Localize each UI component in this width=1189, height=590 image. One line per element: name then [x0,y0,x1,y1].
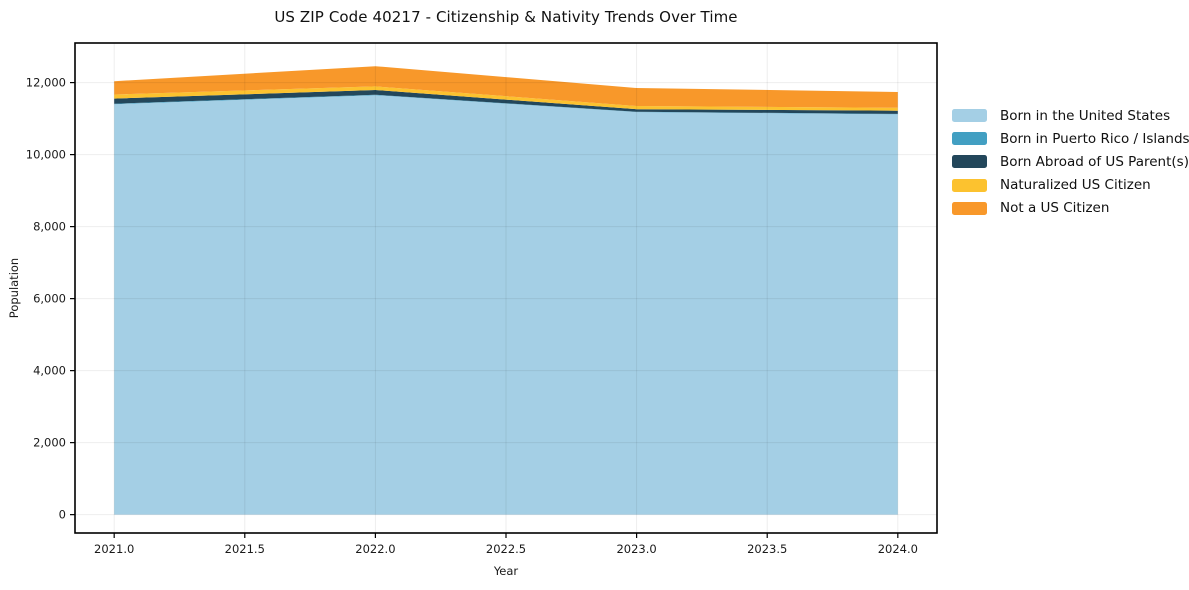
y-tick-label: 2,000 [33,436,66,450]
x-tick-label: 2024.0 [878,542,918,556]
x-tick-label: 2021.0 [94,542,134,556]
y-tick-label: 10,000 [26,148,66,162]
y-axis-label: Population [7,257,21,319]
legend-label: Born in the United States [1000,107,1171,124]
legend-item: Born in Puerto Rico / Islands [952,127,1189,150]
area-series-3 [114,86,898,111]
y-tick-label: 12,000 [26,76,66,90]
legend-label: Not a US Citizen [1000,200,1110,217]
y-tick-label: 4,000 [33,364,66,378]
legend-swatch-born-abroad [952,155,987,169]
area-series-4 [114,66,898,108]
y-tick-label: 6,000 [33,292,66,306]
chart-legend: Born in the United States Born in Puerto… [952,104,1189,220]
x-tick-label: 2023.5 [747,542,787,556]
legend-item: Born Abroad of US Parent(s) [952,150,1189,173]
x-tick-label: 2022.0 [355,542,395,556]
legend-item: Not a US Citizen [952,197,1189,220]
y-tick-label: 8,000 [33,220,66,234]
x-axis-label: Year [493,564,519,578]
area-series-2 [114,90,898,114]
legend-item: Naturalized US Citizen [952,174,1189,197]
chart-title: US ZIP Code 40217 - Citizenship & Nativi… [274,8,738,26]
legend-swatch-naturalized [952,178,987,192]
x-tick-label: 2021.5 [225,542,265,556]
legend-label: Naturalized US Citizen [1000,177,1151,194]
x-tick-label: 2023.0 [616,542,656,556]
legend-label: Born in Puerto Rico / Islands [1000,130,1189,147]
y-tick-label: 0 [59,508,66,522]
legend-item: Born in the United States [952,104,1189,127]
legend-swatch-puerto-rico [952,132,987,146]
x-tick-label: 2022.5 [486,542,526,556]
area-series-0 [114,95,898,515]
legend-swatch-not-citizen [952,201,987,215]
legend-swatch-born-us [952,109,987,123]
legend-label: Born Abroad of US Parent(s) [1000,153,1189,170]
